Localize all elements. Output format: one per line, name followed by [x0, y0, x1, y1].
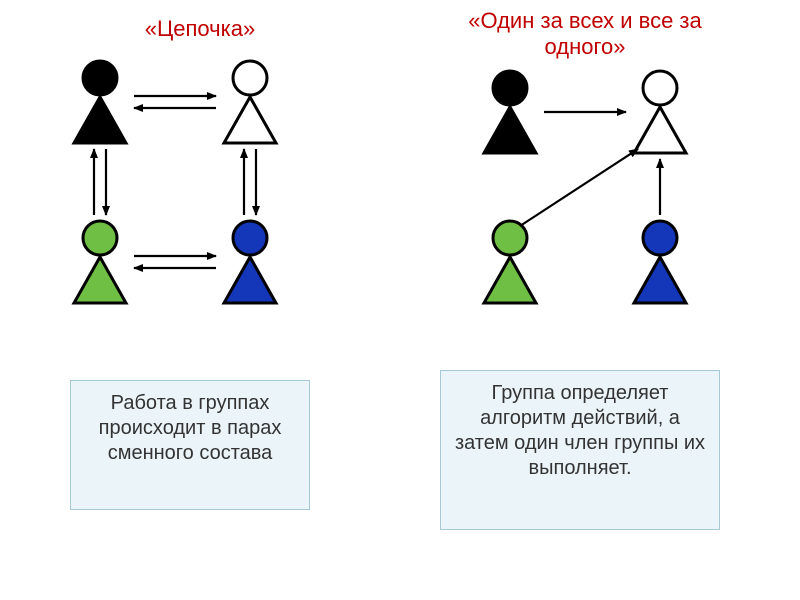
person-head-icon: [643, 71, 677, 105]
person-body-icon: [634, 107, 686, 153]
person-body-icon: [74, 97, 126, 143]
person-body-icon: [224, 257, 276, 303]
person-body-icon: [224, 97, 276, 143]
left-diagram-title: «Цепочка»: [110, 16, 290, 42]
person-head-icon: [493, 71, 527, 105]
person-body-icon: [484, 107, 536, 153]
left-caption-box: Работа в группах происходит в парах смен…: [70, 380, 310, 510]
person-head-icon: [83, 221, 117, 255]
right-diagram-title: «Один за всех и все за одного»: [455, 8, 715, 61]
person-head-icon: [233, 221, 267, 255]
person-head-icon: [233, 61, 267, 95]
right-caption-box: Группа определяет алгоритм действий, а з…: [440, 370, 720, 530]
person-head-icon: [643, 221, 677, 255]
person-body-icon: [74, 257, 126, 303]
person-body-icon: [634, 257, 686, 303]
person-head-icon: [83, 61, 117, 95]
person-head-icon: [493, 221, 527, 255]
arrow: [520, 149, 638, 226]
person-body-icon: [484, 257, 536, 303]
